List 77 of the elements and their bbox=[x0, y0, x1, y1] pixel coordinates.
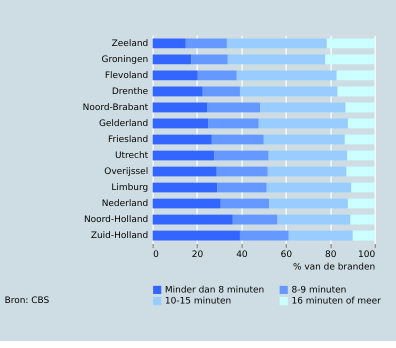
bar bbox=[226, 38, 327, 48]
legend-label: Minder dan 8 minuten bbox=[164, 285, 264, 296]
y-tick-label: Groningen bbox=[102, 54, 148, 65]
bar bbox=[269, 198, 348, 208]
bar bbox=[152, 134, 212, 144]
bar bbox=[288, 230, 353, 240]
bar bbox=[216, 166, 268, 176]
bar bbox=[152, 150, 214, 160]
x-tick-label: 100 bbox=[358, 250, 376, 260]
y-tick-label: Friesland bbox=[108, 134, 148, 145]
y-tick-label: Nederland bbox=[102, 198, 148, 209]
bar bbox=[152, 54, 192, 64]
bar bbox=[240, 86, 338, 96]
bar bbox=[152, 118, 208, 128]
bar bbox=[325, 54, 375, 64]
bar bbox=[350, 214, 375, 224]
legend-label: 8-9 minuten bbox=[291, 285, 346, 296]
x-axis-title: % van de branden bbox=[292, 262, 376, 272]
y-tick-label: Gelderland bbox=[98, 118, 148, 129]
bar bbox=[202, 86, 240, 96]
bar bbox=[277, 214, 350, 224]
x-tick-label: 60 bbox=[280, 250, 292, 260]
bar bbox=[236, 70, 337, 80]
y-tick-label: Zeeland bbox=[112, 38, 148, 49]
y-tick-label: Noord-Brabant bbox=[82, 102, 149, 113]
bar bbox=[352, 230, 375, 240]
bar bbox=[240, 230, 289, 240]
bar bbox=[152, 182, 218, 192]
bar bbox=[232, 214, 278, 224]
y-tick-label: Zuid-Holland bbox=[90, 231, 148, 242]
text: Bron: CBS bbox=[4, 296, 50, 306]
bar bbox=[152, 86, 202, 96]
bar bbox=[152, 166, 216, 176]
x-tick-label: 20 bbox=[192, 250, 204, 260]
bar bbox=[186, 38, 227, 48]
bar bbox=[220, 198, 270, 208]
bar bbox=[344, 134, 375, 144]
bar bbox=[348, 118, 375, 128]
legend-label: 16 minuten of meer bbox=[291, 296, 382, 307]
bar bbox=[347, 150, 375, 160]
bar bbox=[207, 102, 260, 112]
bar bbox=[152, 38, 186, 48]
y-tick-label: Noord-Holland bbox=[84, 215, 148, 225]
bar bbox=[152, 230, 240, 240]
y-tick-label: Drenthe bbox=[112, 86, 149, 97]
bar bbox=[198, 70, 237, 80]
bar bbox=[152, 102, 208, 112]
bar bbox=[191, 54, 228, 64]
bar bbox=[208, 118, 259, 128]
bar bbox=[345, 102, 375, 112]
bar bbox=[258, 118, 348, 128]
bar bbox=[212, 134, 264, 144]
bar bbox=[152, 70, 198, 80]
bar bbox=[336, 70, 375, 80]
bar bbox=[214, 150, 268, 160]
bar bbox=[337, 86, 375, 96]
y-tick-label: Flevoland bbox=[104, 70, 148, 81]
legend-label: 10-15 minuten bbox=[164, 296, 232, 307]
bar bbox=[152, 214, 233, 224]
bar bbox=[348, 198, 375, 208]
bar bbox=[266, 182, 352, 192]
x-tick-label: 40 bbox=[236, 250, 248, 260]
x-tick-label: 0 bbox=[153, 250, 160, 260]
bar bbox=[260, 102, 346, 112]
bar bbox=[346, 166, 375, 176]
bar bbox=[268, 166, 346, 176]
bar bbox=[326, 38, 375, 48]
y-tick-label: Utrecht bbox=[114, 150, 149, 161]
bar bbox=[217, 182, 267, 192]
bar bbox=[268, 150, 348, 160]
x-tick-label: 80 bbox=[325, 250, 337, 260]
y-tick-label: Overijssel bbox=[104, 166, 148, 177]
bar bbox=[152, 198, 220, 208]
bar bbox=[228, 54, 326, 64]
bar bbox=[351, 182, 375, 192]
y-tick-label: Limburg bbox=[111, 182, 148, 193]
bar bbox=[264, 134, 345, 144]
